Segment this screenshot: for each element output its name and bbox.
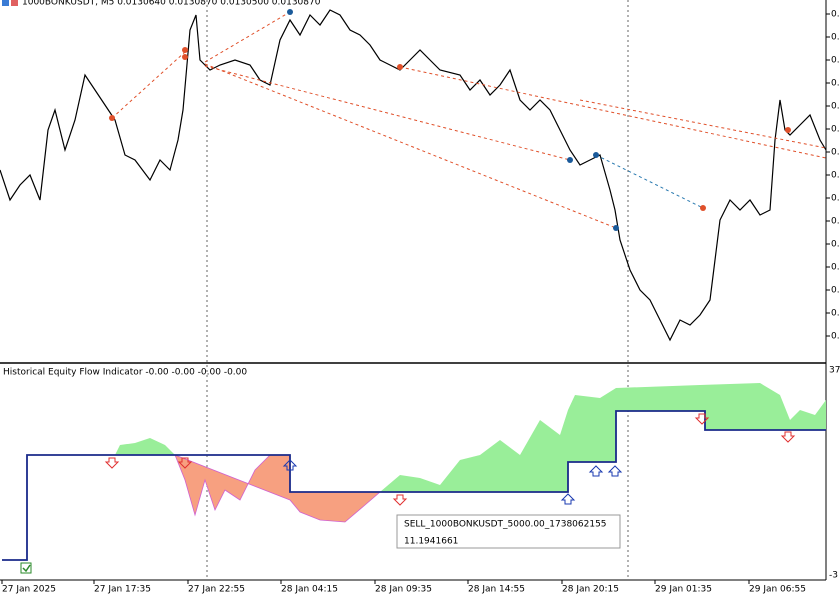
time-label: 28 Jan 04:15: [281, 585, 338, 595]
trade-markers: [109, 47, 791, 211]
price-series: [0, 9, 827, 342]
profit-area: [115, 438, 175, 455]
sell-arrows: [104, 413, 796, 506]
price-label: 0.0: [831, 309, 840, 319]
check-mark: [22, 564, 31, 573]
icon: [11, 0, 18, 6]
tooltip-text: 11.1941661: [404, 537, 458, 547]
price-label: 0.0: [831, 332, 840, 342]
price-label: 0.0: [831, 125, 840, 135]
time-label: 28 Jan 20:15: [562, 585, 619, 595]
price-label: 0.0: [831, 79, 840, 89]
price-label: 0.0: [831, 194, 840, 204]
price-label: 0.0: [831, 33, 840, 43]
trade-lines: [111, 11, 827, 229]
time-label: 29 Jan 01:35: [655, 585, 712, 595]
time-label: 27 Jan 2025: [2, 585, 56, 595]
time-label: 29 Jan 06:55: [749, 585, 806, 595]
price-label: 0.0: [831, 217, 840, 227]
chart-header: 1000BONKUSDT, M5 0.0130640 0.0130870 0.0…: [22, 0, 321, 8]
price-label: 0.0: [831, 10, 840, 20]
time-label: 27 Jan 17:35: [94, 585, 151, 595]
time-label: 27 Jan 22:55: [188, 585, 245, 595]
indicator-axis-label: -3: [829, 571, 838, 581]
price-label: 0.0: [831, 148, 840, 158]
profit-area: [380, 383, 826, 492]
price-label: 0.0: [831, 102, 840, 112]
tooltip: [396, 514, 621, 549]
tooltip-text: SELL_1000BONKUSDT_5000.00_1738062155: [404, 520, 607, 530]
price-label: 0.0: [831, 56, 840, 66]
trade-line: [595, 154, 704, 209]
indicator-axis-label: 37: [829, 366, 840, 376]
price-label: 0.0: [831, 263, 840, 273]
buy-arrows: [282, 459, 623, 505]
indicator-label: Historical Equity Flow Indicator -0.00 -…: [3, 368, 247, 378]
trade-markers: [287, 9, 619, 231]
price-label: 0.0: [831, 171, 840, 181]
time-label: 28 Jan 09:35: [375, 585, 432, 595]
price-label: 0.0: [831, 240, 840, 250]
price-label: 0.0: [831, 286, 840, 296]
check-icon: [20, 562, 32, 574]
icon: [2, 0, 9, 6]
time-label: 28 Jan 14:55: [468, 585, 525, 595]
